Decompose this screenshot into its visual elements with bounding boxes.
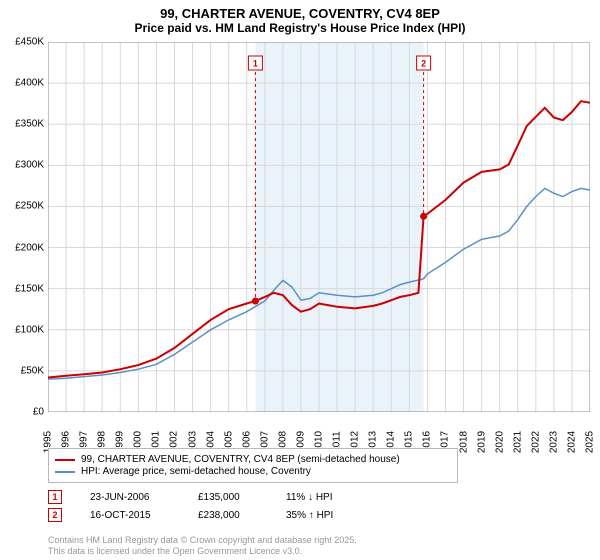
legend-label: 99, CHARTER AVENUE, COVENTRY, CV4 8EP (s… xyxy=(81,454,400,465)
x-tick-label: 2024 xyxy=(566,431,577,453)
y-axis: £0£50K£100K£150K£200K£250K£300K£350K£400… xyxy=(0,42,46,412)
sale-point-date: 23-JUN-2006 xyxy=(90,492,170,503)
y-tick-label: £250K xyxy=(15,201,44,212)
x-tick-label: 2023 xyxy=(548,431,559,453)
sale-point-hpi-delta: 11% ↓ HPI xyxy=(286,492,366,503)
legend: 99, CHARTER AVENUE, COVENTRY, CV4 8EP (s… xyxy=(48,448,458,483)
x-tick-label: 2021 xyxy=(512,431,523,453)
legend-swatch xyxy=(55,471,75,473)
y-tick-label: £100K xyxy=(15,324,44,335)
sale-point-price: £238,000 xyxy=(198,510,258,521)
plot-area: 12 xyxy=(48,42,590,412)
x-tick-label: 2025 xyxy=(585,431,596,453)
chart-container: 99, CHARTER AVENUE, COVENTRY, CV4 8EP Pr… xyxy=(0,0,600,560)
sale-point-marker: 2 xyxy=(48,508,62,522)
footer-line2: This data is licensed under the Open Gov… xyxy=(48,546,357,556)
sale-point-date: 16-OCT-2015 xyxy=(90,510,170,521)
title-address: 99, CHARTER AVENUE, COVENTRY, CV4 8EP xyxy=(0,6,600,21)
chart-title: 99, CHARTER AVENUE, COVENTRY, CV4 8EP Pr… xyxy=(0,0,600,35)
y-tick-label: £0 xyxy=(33,407,44,418)
sale-point-hpi-delta: 35% ↑ HPI xyxy=(286,510,366,521)
x-tick-label: 2020 xyxy=(494,431,505,453)
footer-attribution: Contains HM Land Registry data © Crown c… xyxy=(48,535,357,556)
chart-svg: 12 xyxy=(48,42,590,412)
svg-text:2: 2 xyxy=(421,59,426,69)
legend-row: HPI: Average price, semi-detached house,… xyxy=(55,466,451,477)
x-tick-label: 2018 xyxy=(458,431,469,453)
x-tick-label: 2019 xyxy=(476,431,487,453)
footer-line1: Contains HM Land Registry data © Crown c… xyxy=(48,535,357,545)
y-tick-label: £150K xyxy=(15,283,44,294)
legend-swatch xyxy=(55,459,75,461)
sale-point-row: 1 23-JUN-2006 £135,000 11% ↓ HPI xyxy=(48,490,366,504)
x-tick-label: 2022 xyxy=(530,431,541,453)
y-tick-label: £300K xyxy=(15,160,44,171)
x-axis: 1995199619971998199920002001200220032004… xyxy=(48,414,590,444)
legend-label: HPI: Average price, semi-detached house,… xyxy=(81,466,311,477)
y-tick-label: £450K xyxy=(15,37,44,48)
y-tick-label: £400K xyxy=(15,78,44,89)
sale-point-row: 2 16-OCT-2015 £238,000 35% ↑ HPI xyxy=(48,508,366,522)
sale-point-price: £135,000 xyxy=(198,492,258,503)
svg-text:1: 1 xyxy=(253,59,258,69)
y-tick-label: £200K xyxy=(15,242,44,253)
y-tick-label: £350K xyxy=(15,119,44,130)
sale-point-marker: 1 xyxy=(48,490,62,504)
sale-points-table: 1 23-JUN-2006 £135,000 11% ↓ HPI 2 16-OCT-201… xyxy=(48,490,366,526)
y-tick-label: £50K xyxy=(21,365,44,376)
title-subtitle: Price paid vs. HM Land Registry's House … xyxy=(0,21,600,35)
legend-row: 99, CHARTER AVENUE, COVENTRY, CV4 8EP (s… xyxy=(55,454,451,465)
